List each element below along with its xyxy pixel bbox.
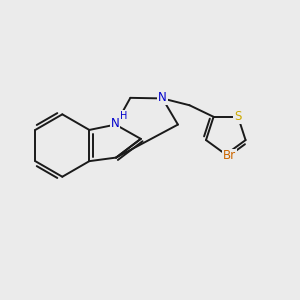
Text: S: S <box>234 110 242 123</box>
Text: N: N <box>110 117 119 130</box>
Text: Br: Br <box>223 149 236 162</box>
Text: H: H <box>119 111 127 121</box>
Text: N: N <box>158 91 167 104</box>
